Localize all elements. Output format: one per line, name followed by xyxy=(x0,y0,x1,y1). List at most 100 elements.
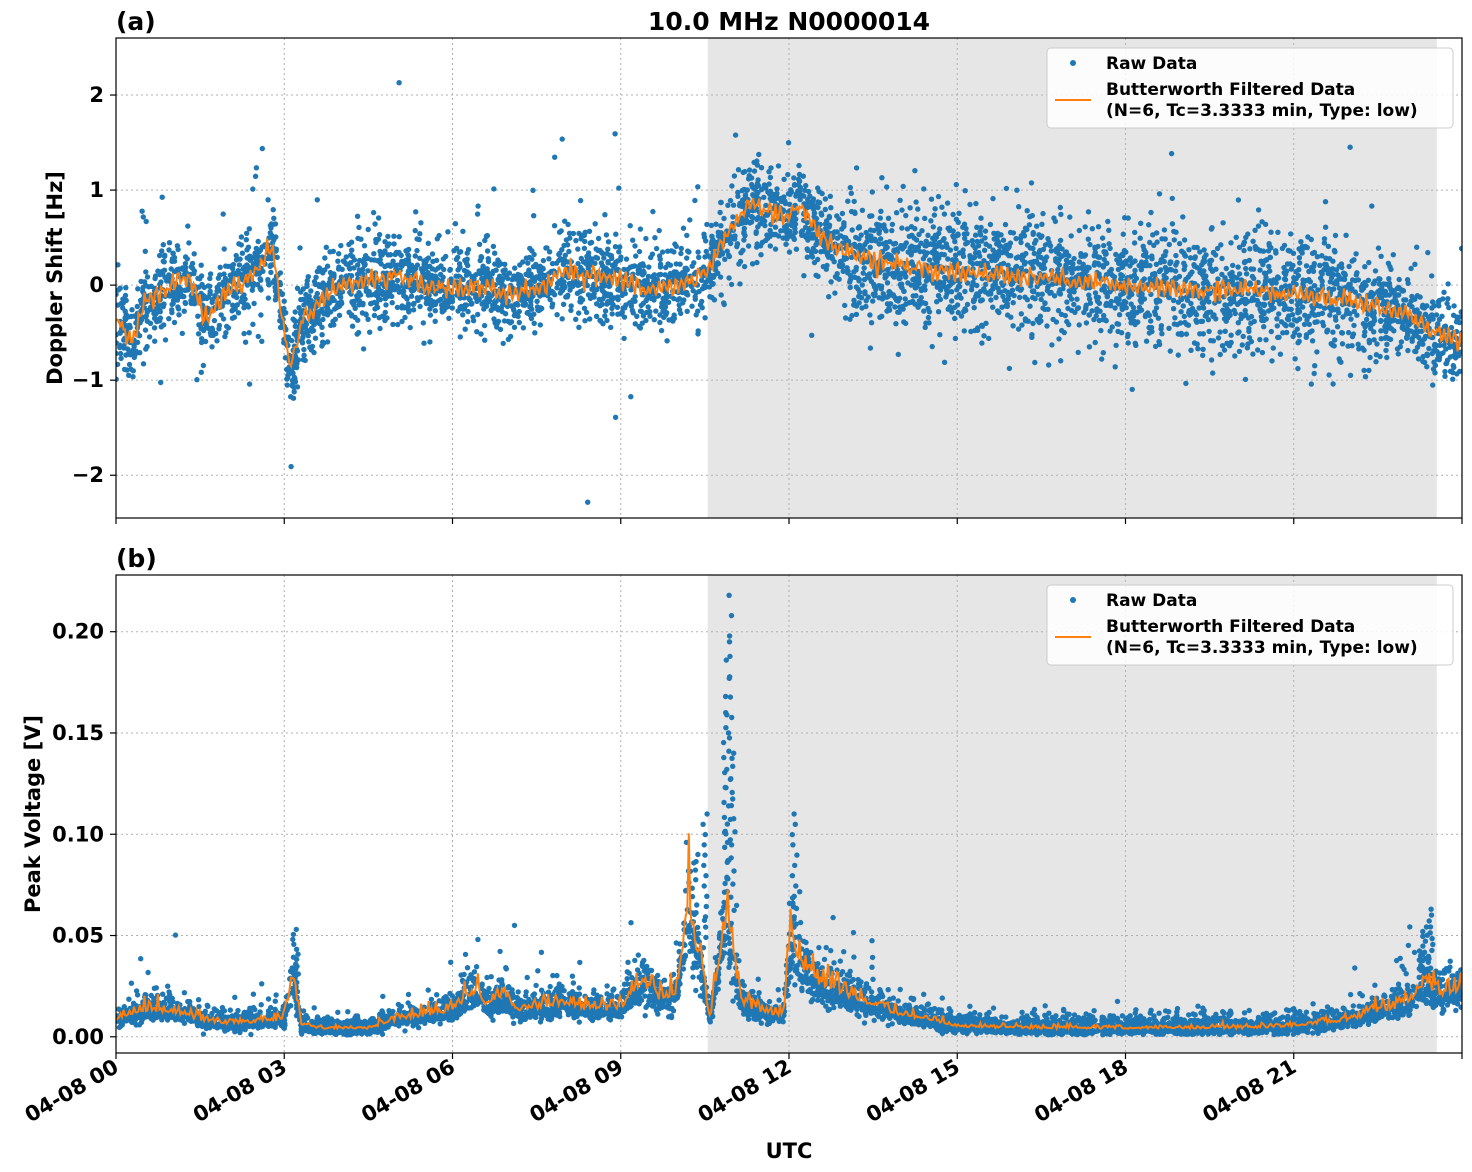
raw-data-point xyxy=(1169,195,1176,202)
raw-data-point xyxy=(497,306,503,312)
raw-data-point xyxy=(989,255,995,261)
raw-data-point xyxy=(1120,231,1127,237)
raw-data-point xyxy=(235,310,242,316)
raw-data-point xyxy=(1212,252,1219,258)
raw-data-point xyxy=(761,194,767,201)
raw-data-point xyxy=(741,230,747,236)
raw-data-point xyxy=(216,322,223,329)
raw-data-point xyxy=(1092,250,1099,256)
raw-data-point xyxy=(1112,364,1118,370)
raw-data-point xyxy=(336,312,343,318)
raw-data-point xyxy=(1237,299,1243,306)
raw-data-point xyxy=(1433,312,1440,318)
raw-data-point xyxy=(1023,250,1029,257)
raw-data-point xyxy=(412,253,418,259)
raw-data-point xyxy=(288,394,294,400)
raw-data-point xyxy=(637,308,644,314)
raw-data-point xyxy=(981,333,987,339)
raw-data-point xyxy=(1429,350,1435,357)
raw-data-point xyxy=(537,322,543,328)
raw-data-point xyxy=(1241,259,1248,266)
raw-data-point xyxy=(532,330,538,336)
raw-data-point xyxy=(1251,318,1258,325)
raw-data-point xyxy=(1312,363,1318,369)
raw-data-point xyxy=(142,248,148,254)
raw-data-point xyxy=(1338,261,1345,267)
raw-data-point xyxy=(600,296,606,302)
raw-data-point xyxy=(1003,185,1010,192)
raw-data-point xyxy=(949,298,955,304)
raw-data-point xyxy=(1375,245,1382,251)
raw-data-point xyxy=(166,240,173,246)
raw-data-point xyxy=(460,228,466,234)
raw-data-point xyxy=(140,361,147,367)
raw-data-point xyxy=(1383,322,1389,328)
raw-data-point xyxy=(622,290,628,297)
raw-data-point xyxy=(1141,247,1147,253)
raw-data-point xyxy=(612,262,618,268)
raw-data-point xyxy=(207,275,213,282)
raw-data-point xyxy=(290,316,296,322)
raw-data-point xyxy=(1142,313,1149,320)
raw-data-point xyxy=(944,244,950,250)
raw-data-point xyxy=(1322,199,1329,205)
raw-data-point xyxy=(1066,321,1072,328)
raw-data-point xyxy=(252,173,259,179)
raw-data-point xyxy=(1022,316,1029,322)
raw-data-point xyxy=(1273,248,1279,254)
raw-data-point xyxy=(1349,343,1355,349)
raw-data-point xyxy=(632,243,638,249)
raw-data-point xyxy=(1064,299,1070,305)
raw-data-point xyxy=(964,231,970,237)
raw-data-point xyxy=(641,270,647,276)
raw-data-point xyxy=(452,221,459,227)
raw-data-point xyxy=(253,165,260,171)
raw-data-point xyxy=(1428,313,1435,319)
raw-data-point xyxy=(907,205,913,211)
raw-data-point xyxy=(1019,257,1026,263)
raw-data-point xyxy=(1233,234,1239,240)
raw-data-point xyxy=(1056,336,1062,342)
raw-data-point xyxy=(1300,283,1307,289)
raw-data-point xyxy=(1078,251,1084,257)
raw-data-point xyxy=(425,255,432,261)
raw-data-point xyxy=(786,249,793,255)
raw-data-point xyxy=(898,270,904,277)
raw-data-point xyxy=(328,530,333,535)
raw-data-point xyxy=(866,236,872,242)
raw-data-point xyxy=(918,240,924,246)
raw-data-point xyxy=(1247,281,1254,287)
raw-data-point xyxy=(1292,356,1298,362)
raw-data-point xyxy=(930,224,936,230)
raw-data-point xyxy=(1245,298,1251,305)
raw-data-point xyxy=(823,266,829,272)
raw-data-point xyxy=(749,261,756,267)
raw-data-point xyxy=(938,251,945,257)
raw-data-point xyxy=(1019,322,1025,328)
raw-data-point xyxy=(682,265,688,272)
raw-data-point xyxy=(304,293,311,299)
raw-data-point xyxy=(870,291,877,297)
raw-data-point xyxy=(954,302,961,308)
raw-data-point xyxy=(616,249,622,255)
raw-data-point xyxy=(990,304,996,310)
raw-data-point xyxy=(1182,252,1188,258)
raw-data-point xyxy=(1132,340,1139,346)
raw-data-point xyxy=(1245,315,1252,321)
raw-data-point xyxy=(962,288,968,295)
raw-data-point xyxy=(518,274,524,281)
raw-data-point xyxy=(901,288,907,294)
raw-data-point xyxy=(657,319,663,326)
raw-data-point xyxy=(1281,321,1288,327)
raw-data-point xyxy=(568,303,574,309)
raw-data-point xyxy=(1003,250,1010,256)
raw-data-point xyxy=(956,210,962,216)
raw-data-point xyxy=(1343,232,1349,238)
raw-data-point xyxy=(684,232,690,239)
raw-data-point xyxy=(1184,297,1191,303)
raw-data-point xyxy=(718,223,724,229)
raw-data-point xyxy=(787,191,793,198)
raw-data-point xyxy=(602,313,608,319)
raw-data-point xyxy=(1349,258,1355,264)
raw-data-point xyxy=(425,240,431,246)
